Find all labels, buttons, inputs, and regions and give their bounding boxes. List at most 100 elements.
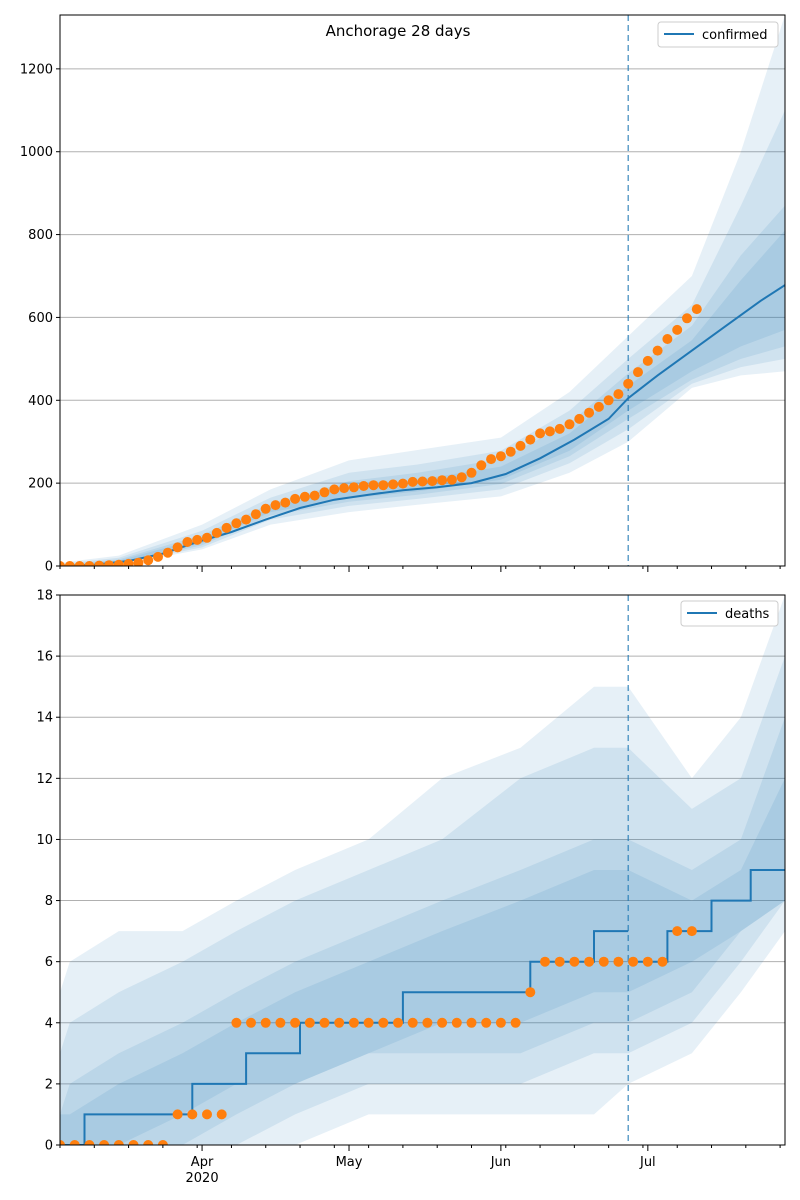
observed-point: [525, 434, 536, 445]
observed-point: [554, 423, 565, 434]
observed-point: [329, 484, 340, 495]
observed-point: [613, 389, 624, 400]
y-tick-label: 1000: [20, 145, 53, 160]
observed-point: [593, 401, 604, 412]
observed-point: [486, 454, 497, 465]
observed-point: [686, 926, 697, 937]
observed-point: [241, 514, 252, 525]
y-tick-label: 0: [45, 560, 53, 575]
y-tick-label: 400: [28, 394, 53, 409]
observed-point: [495, 451, 506, 462]
observed-point: [74, 561, 85, 566]
x-tick-label: Apr: [191, 1155, 214, 1170]
observed-point: [642, 956, 653, 967]
observed-point: [64, 561, 75, 566]
observed-point: [290, 493, 301, 504]
observed-point: [84, 1140, 95, 1145]
observed-point: [339, 483, 350, 494]
observed-point: [202, 1109, 212, 1120]
observed-point: [628, 956, 639, 967]
observed-point: [113, 1140, 124, 1145]
y-tick-label: 10: [36, 833, 53, 848]
observed-point: [211, 527, 222, 538]
observed-point: [407, 476, 418, 487]
observed-point: [368, 480, 379, 491]
confidence-band-3: [60, 205, 785, 566]
y-tick-label: 0: [45, 1139, 53, 1154]
observed-point: [437, 1017, 448, 1028]
forecast-line-deaths: [628, 869, 785, 963]
observed-point: [603, 395, 614, 406]
observed-point: [304, 1017, 315, 1028]
observed-point: [348, 1017, 359, 1028]
legend-box: [657, 21, 779, 48]
observed-point: [642, 355, 653, 366]
observed-point: [672, 926, 683, 937]
chart-title: Anchorage 28 days: [326, 22, 471, 40]
observed-point: [540, 956, 550, 967]
confidence-band-2: [60, 110, 785, 566]
observed-point: [334, 1017, 345, 1028]
y-tick-label: 2: [45, 1077, 53, 1092]
observed-point: [172, 542, 183, 553]
observed-point: [691, 304, 702, 315]
observed-point: [153, 551, 163, 562]
legend-box: [680, 600, 779, 627]
legend: deaths: [680, 600, 779, 627]
observed-point: [535, 428, 546, 439]
observed-point: [128, 1140, 139, 1145]
observed-point: [574, 413, 585, 424]
observed-point: [672, 324, 683, 335]
observed-point: [363, 1017, 374, 1028]
y-tick-label: 12: [36, 772, 53, 787]
observed-point: [192, 534, 203, 545]
confirmed-panel: Anchorage 28 days 020040060080010001200 …: [20, 14, 786, 575]
observed-point: [94, 560, 105, 566]
observed-point: [446, 474, 457, 485]
observed-point: [157, 1140, 168, 1145]
observed-point: [598, 956, 609, 967]
observed-point: [437, 475, 448, 486]
plot-content: [60, 595, 785, 1145]
observed-point: [104, 560, 114, 566]
observed-point: [633, 367, 643, 378]
observed-point: [143, 555, 154, 566]
observed-point: [427, 476, 438, 487]
observed-point: [60, 1140, 65, 1145]
axes-frame: [59, 594, 786, 1146]
y-tick-label: 6: [45, 955, 53, 970]
observed-point: [456, 472, 467, 483]
y-tick-label: 18: [36, 589, 53, 604]
x-tick-label: Jul: [639, 1155, 656, 1170]
plot-content: [60, 15, 785, 566]
observed-point: [613, 956, 624, 967]
observed-point: [481, 1017, 492, 1028]
observed-point: [378, 480, 389, 491]
y-tick-label: 14: [36, 711, 53, 726]
observed-point: [584, 407, 595, 418]
observed-point: [202, 532, 212, 543]
observed-point: [231, 518, 242, 529]
observed-point: [510, 1017, 521, 1028]
y-tick-label: 1200: [20, 62, 53, 77]
observed-point: [495, 1017, 506, 1028]
observed-point: [682, 313, 692, 324]
legend-label-deaths: deaths: [725, 607, 770, 622]
observed-point: [515, 440, 526, 451]
observed-point: [280, 497, 291, 508]
confidence-band-1: [60, 15, 785, 566]
observed-point: [260, 503, 271, 514]
observed-point: [422, 1017, 433, 1028]
y-tick-label: 800: [28, 228, 53, 243]
observed-point: [246, 1017, 256, 1028]
observed-point: [187, 1109, 198, 1120]
x-tick-label: May: [336, 1155, 363, 1170]
observed-point: [319, 1017, 330, 1028]
observed-point: [476, 460, 487, 471]
observed-point: [123, 558, 134, 566]
observed-point: [451, 1017, 462, 1028]
observed-point: [60, 561, 65, 566]
legend: confirmed: [657, 21, 779, 48]
